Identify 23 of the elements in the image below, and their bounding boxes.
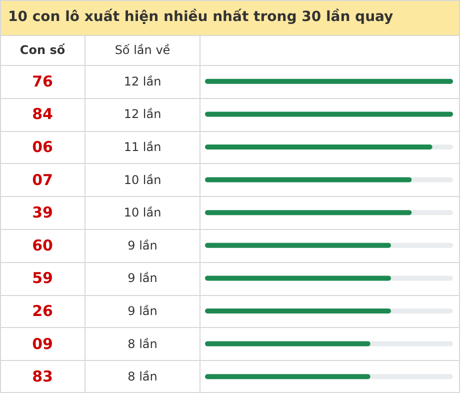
data-label: 10 lần [124,172,162,187]
data-label: 9 lần [128,271,158,286]
y-tick-label: 59 [32,269,53,288]
y-tick-label: 07 [32,170,53,189]
y-tick-label: 06 [32,138,53,156]
y-tick-label: 60 [32,236,53,254]
data-label: 9 lần [128,238,158,252]
text: Số lần về [114,43,170,57]
chart-title: 10 con lô xuất hiện nhiều nhất trong 30 lần quay [8,8,394,25]
data-label: 8 lần [128,336,158,351]
y-tick-label: 26 [32,302,53,320]
y-tick-label: 09 [32,334,53,353]
text: Con số [20,43,66,57]
data-label: 8 lần [128,370,158,384]
data-label: 9 lần [128,304,158,318]
data-label: 10 lần [124,206,162,220]
data-label: 11 lần [124,140,162,154]
y-tick-label: 76 [32,72,53,90]
y-tick-label: 83 [32,368,53,386]
y-tick-label: 39 [32,204,53,222]
data-label: 12 lần [124,74,162,88]
y-tick-label: 84 [32,105,53,124]
data-label: 12 lần [124,107,162,122]
